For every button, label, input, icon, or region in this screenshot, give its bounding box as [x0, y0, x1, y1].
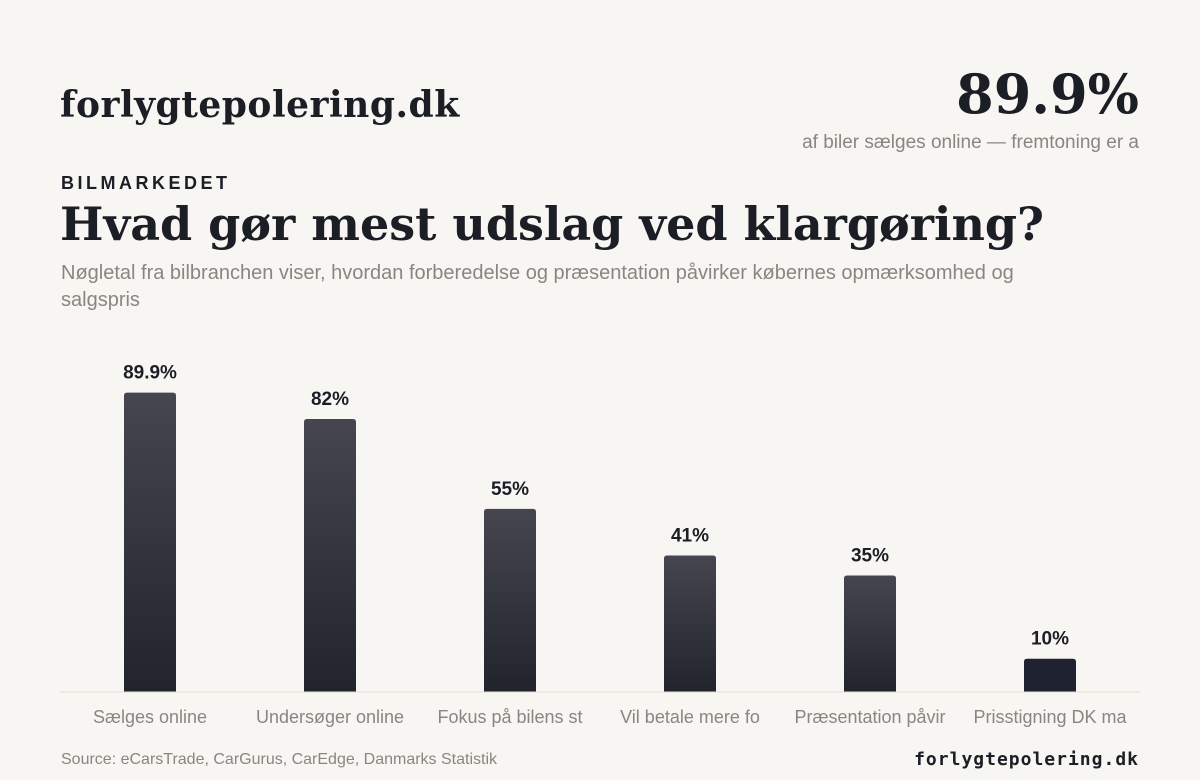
data-label-2: 82% — [311, 389, 349, 410]
bar-1 — [124, 392, 176, 692]
category-label-4: Vil betale mere fo — [620, 707, 760, 727]
category-label-3: Fokus på bilens st — [437, 707, 582, 727]
page-subtitle: Nøgletal fra bilbranchen viser, hvordan … — [61, 262, 1014, 311]
category-label-6: Prisstigning DK ma — [973, 707, 1127, 727]
data-label-6: 10% — [1031, 629, 1069, 650]
section-eyebrow: BILMARKEDET — [61, 173, 231, 193]
bar-5 — [844, 575, 896, 692]
source-note: Source: eCarsTrade, CarGurus, CarEdge, D… — [61, 751, 498, 768]
bar-2 — [304, 418, 356, 692]
category-label-2: Undersøger online — [256, 707, 404, 727]
footer-brand: forlygtepolering.dk — [914, 749, 1139, 770]
page-title: Hvad gør mest udslag ved klargøring? — [60, 197, 1045, 251]
data-label-1: 89.9% — [123, 363, 177, 384]
category-label-5: Præsentation påvir — [794, 707, 945, 727]
data-label-3: 55% — [491, 479, 529, 500]
hero-stat-value: 89.9% — [956, 62, 1139, 126]
bar-4 — [664, 555, 716, 692]
category-label-1: Sælges online — [93, 707, 207, 727]
data-label-4: 41% — [671, 525, 709, 546]
bar-6 — [1024, 658, 1076, 692]
hero-stat-caption: af biler sælges online — fremtoning er a — [802, 132, 1139, 153]
chart-bars: 89.9% Sælges online 82% Undersøger online 55… — [93, 363, 1128, 727]
data-label-5: 35% — [851, 545, 889, 566]
bar-3 — [484, 508, 536, 692]
brand-logo: forlygtepolering.dk — [60, 84, 460, 126]
